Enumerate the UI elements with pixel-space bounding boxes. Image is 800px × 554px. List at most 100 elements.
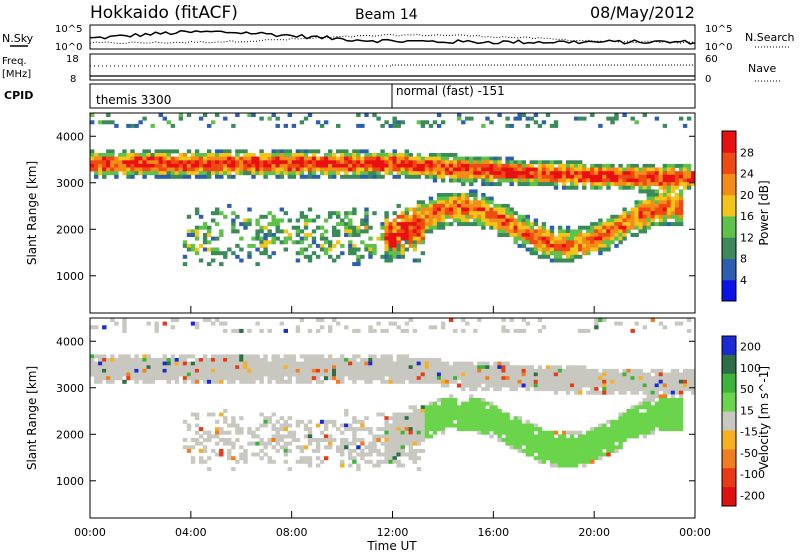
heatmap-cell bbox=[557, 251, 563, 256]
heatmap-cell bbox=[505, 434, 510, 439]
heatmap-cell bbox=[634, 200, 639, 205]
heatmap-cell bbox=[251, 174, 256, 179]
heatmap-cell bbox=[598, 178, 603, 183]
heatmap-cell bbox=[561, 251, 567, 256]
heatmap-cell bbox=[388, 434, 393, 439]
heatmap-cell bbox=[440, 178, 446, 183]
heatmap-cell bbox=[255, 156, 260, 161]
heatmap-cell bbox=[533, 434, 539, 439]
heatmap-cell bbox=[255, 321, 260, 326]
heatmap-cell bbox=[368, 445, 373, 450]
heatmap-cell bbox=[517, 171, 522, 176]
heatmap-cell bbox=[541, 160, 547, 165]
heatmap-cell bbox=[384, 222, 389, 227]
heatmap-cell bbox=[368, 167, 373, 172]
heatmap-cell bbox=[352, 448, 357, 453]
heatmap-cell bbox=[404, 438, 409, 442]
heatmap-cell bbox=[146, 156, 151, 161]
heatmap-cell bbox=[457, 113, 462, 117]
heatmap-cell bbox=[283, 452, 288, 457]
heatmap-cell bbox=[340, 167, 345, 172]
heatmap-cell bbox=[380, 379, 385, 384]
heatmap-cell bbox=[545, 430, 551, 435]
heatmap-cell bbox=[553, 236, 559, 241]
heatmap-cell bbox=[481, 196, 486, 201]
heatmap-cell bbox=[678, 412, 684, 417]
heatmap-cell bbox=[388, 163, 393, 168]
heatmap-cell bbox=[674, 401, 680, 406]
heatmap-cell bbox=[449, 222, 454, 227]
heatmap-cell bbox=[259, 236, 264, 241]
heatmap-cell bbox=[420, 448, 426, 453]
heatmap-cell bbox=[473, 379, 478, 384]
heatmap-cell bbox=[275, 372, 280, 377]
colorbar-tick-label: 16 bbox=[740, 210, 754, 223]
heatmap-cell bbox=[517, 441, 522, 446]
heatmap-cell bbox=[356, 372, 361, 377]
heatmap-cell bbox=[440, 156, 446, 161]
heatmap-cell bbox=[642, 174, 647, 179]
heatmap-cell bbox=[352, 174, 357, 179]
heatmap-cell bbox=[420, 434, 426, 439]
heatmap-cell bbox=[461, 196, 466, 201]
heatmap-cell bbox=[549, 240, 555, 245]
heatmap-cell bbox=[142, 368, 147, 373]
heatmap-cell bbox=[634, 203, 639, 208]
heatmap-cell bbox=[182, 379, 188, 384]
heatmap-cell bbox=[360, 358, 365, 362]
heatmap-cell bbox=[194, 441, 200, 446]
heatmap-cell bbox=[428, 214, 434, 219]
heatmap-cell bbox=[436, 412, 442, 417]
heatmap-cell bbox=[497, 438, 502, 442]
heatmap-cell bbox=[259, 156, 264, 161]
heatmap-cell bbox=[102, 156, 107, 161]
heatmap-cell bbox=[207, 376, 212, 381]
heatmap-cell bbox=[356, 149, 361, 154]
beam-text: Beam 14 bbox=[355, 7, 418, 23]
heatmap-cell bbox=[283, 240, 288, 245]
heatmap-cell bbox=[574, 459, 579, 464]
heatmap-cell bbox=[440, 174, 446, 179]
heatmap-cell bbox=[130, 163, 135, 168]
heatmap-cell bbox=[384, 233, 389, 237]
heatmap-cell bbox=[215, 434, 220, 439]
heatmap-cell bbox=[150, 372, 155, 377]
heatmap-cell bbox=[658, 222, 664, 227]
heatmap-cell bbox=[267, 222, 272, 227]
heatmap-cell bbox=[666, 189, 672, 194]
heatmap-cell bbox=[259, 240, 264, 245]
heatmap-cell bbox=[291, 368, 297, 373]
heatmap-cell bbox=[215, 207, 220, 212]
heatmap-cell bbox=[396, 419, 401, 424]
heatmap-cell bbox=[307, 463, 313, 468]
heatmap-cell bbox=[545, 365, 551, 370]
heatmap-cell bbox=[574, 229, 579, 234]
heatmap-cell bbox=[578, 240, 583, 245]
heatmap-cell bbox=[235, 354, 240, 359]
heatmap-cell bbox=[368, 156, 373, 161]
heatmap-cell bbox=[259, 163, 264, 168]
heatmap-cell bbox=[396, 163, 401, 168]
colorbar-tick-label: -50 bbox=[740, 447, 758, 460]
heatmap-cell bbox=[259, 160, 264, 165]
heatmap-cell bbox=[404, 412, 409, 417]
heatmap-cell bbox=[436, 358, 442, 362]
heatmap-cell bbox=[259, 423, 264, 428]
heatmap-cell bbox=[545, 171, 551, 176]
heatmap-cell bbox=[267, 376, 272, 381]
heatmap-cell bbox=[477, 412, 482, 417]
heatmap-cell bbox=[295, 229, 301, 234]
heatmap-cell bbox=[549, 233, 555, 237]
heatmap-cell bbox=[654, 383, 660, 388]
heatmap-cell bbox=[299, 445, 305, 450]
heatmap-cell bbox=[150, 153, 155, 157]
heatmap-cell bbox=[404, 171, 409, 176]
heatmap-cell bbox=[267, 156, 272, 161]
heatmap-cell bbox=[408, 243, 413, 248]
heatmap-cell bbox=[606, 178, 611, 183]
heatmap-cell bbox=[416, 423, 422, 428]
heatmap-cell bbox=[565, 456, 571, 461]
heatmap-cell bbox=[291, 354, 297, 359]
heatmap-cell bbox=[90, 113, 95, 117]
heatmap-cell bbox=[610, 240, 615, 245]
